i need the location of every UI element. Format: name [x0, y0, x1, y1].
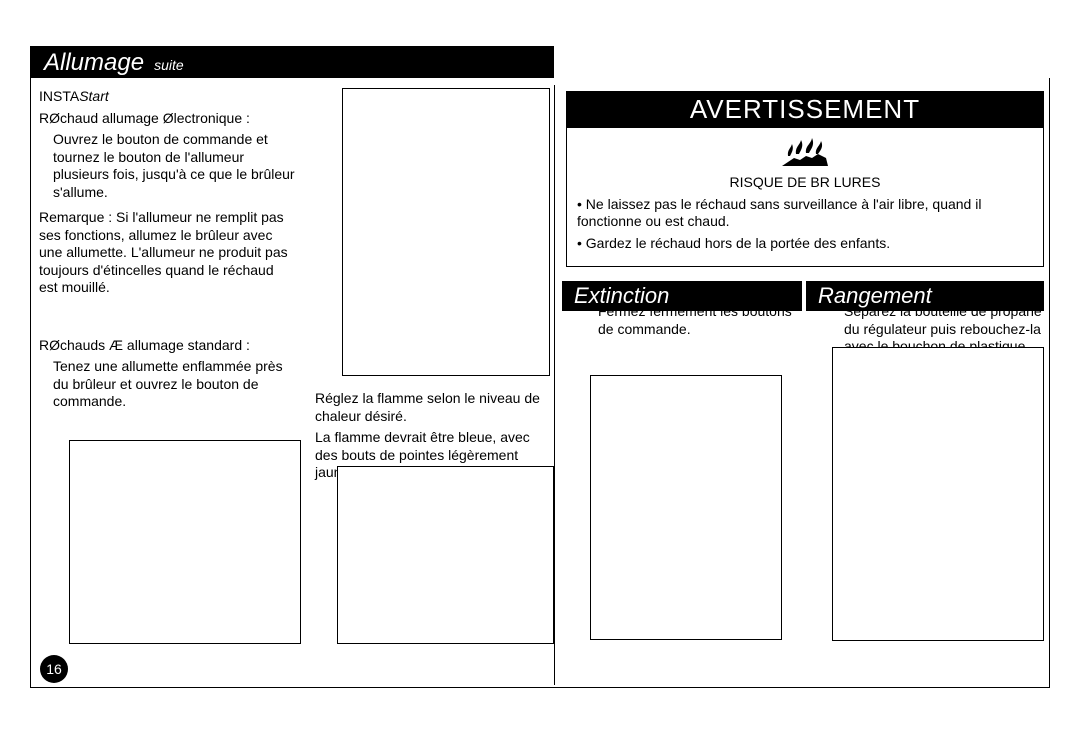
warning-bullet-2: • Gardez le réchaud hors de la portée de… — [577, 235, 1033, 253]
figure-close-knob — [590, 375, 782, 640]
elec-ignition-title: RØchaud allumage Ølectronique : — [39, 110, 296, 128]
warning-subtitle: RISQUE DE BR LURES — [577, 174, 1033, 192]
extinction-body: Fermez fermement les boutons de commande… — [584, 303, 804, 338]
figure-ignition-knob — [342, 88, 550, 376]
flame-adjust-text: Réglez la flamme selon le niveau de chal… — [315, 390, 549, 425]
warning-bullet-1: • Ne laissez pas le réchaud sans surveil… — [577, 196, 1033, 231]
warning-box: AVERTISSEMENT RISQUE DE BR LURES • Ne la… — [566, 91, 1044, 267]
elec-ignition-note: Remarque : Si l'allumeur ne remplit pas … — [39, 209, 296, 297]
burn-hand-icon — [778, 136, 832, 170]
instastart-label: INSTAStart — [39, 88, 296, 106]
section-allumage-header: Allumage suite — [30, 46, 554, 78]
elec-ignition-body: Ouvrez le bouton de commande et tournez … — [53, 131, 296, 201]
figure-flame-level — [337, 466, 554, 644]
left-column: INSTAStart RØchaud allumage Ølectronique… — [39, 88, 547, 678]
figure-match-light — [69, 440, 301, 644]
allumage-title: Allumage — [44, 49, 144, 77]
center-divider — [554, 85, 555, 685]
warning-title: AVERTISSEMENT — [567, 92, 1043, 128]
std-ignition-body: Tenez une allumette enflammée près du br… — [53, 358, 296, 411]
allumage-subtitle: suite — [154, 57, 184, 73]
page-number: 16 — [40, 655, 68, 683]
right-column: AVERTISSEMENT RISQUE DE BR LURES • Ne la… — [560, 85, 1050, 685]
std-ignition-title: RØchauds Æ allumage standard : — [39, 337, 296, 355]
figure-detach-cylinder — [832, 347, 1044, 641]
